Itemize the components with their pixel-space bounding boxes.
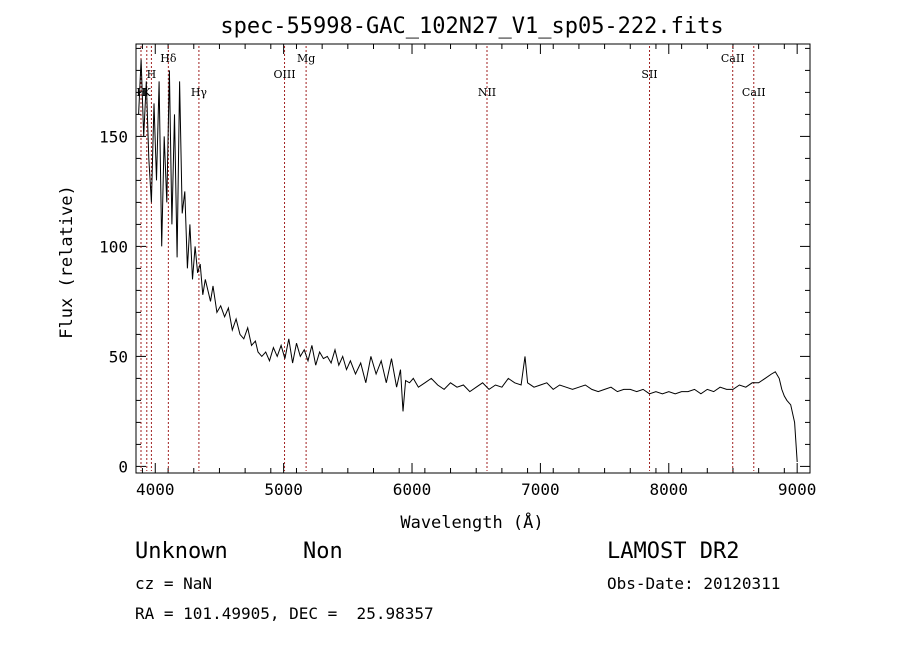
spectral-line-label: H [136, 86, 146, 99]
spectral-line-label: CaII [742, 86, 766, 99]
chart-title: spec-55998-GAC_102N27_V1_sp05-222.fits [220, 14, 723, 39]
y-tick-label: 0 [118, 457, 128, 476]
spectrum-chart: spec-55998-GAC_102N27_V1_sp05-222.fits 4… [57, 14, 816, 533]
cz-value: cz = NaN [135, 574, 213, 593]
x-tick-label: 5000 [264, 480, 303, 499]
spectral-line-label: Hγ [191, 86, 208, 99]
x-tick-label: 7000 [521, 480, 560, 499]
survey-label: LAMOST DR2 [607, 539, 740, 564]
x-tick-label: 4000 [136, 480, 175, 499]
y-tick-label: 150 [99, 127, 128, 146]
y-tick-label: 100 [99, 237, 128, 256]
y-tick-label: 50 [109, 347, 128, 366]
x-axis-label: Wavelength (Å) [400, 511, 543, 533]
spectral-line-label: OIII [274, 68, 296, 81]
spectral-line-label: Mg [297, 52, 315, 65]
coordinates: RA = 101.49905, DEC = 25.98357 [135, 604, 434, 623]
spectral-line-label: Hδ [160, 52, 177, 65]
x-tick-label: 6000 [393, 480, 432, 499]
class-label: Unknown [135, 539, 228, 564]
subclass-label: Non [303, 539, 343, 564]
spectral-line-label: CaII [721, 52, 745, 65]
obs-date: Obs-Date: 20120311 [607, 574, 781, 593]
flux-series-line [138, 59, 798, 463]
plot-frame [135, 43, 811, 474]
spectral-line-label: NII [478, 86, 496, 99]
x-tick-label: 8000 [650, 480, 689, 499]
spectral-line-label: SII [641, 68, 657, 81]
spectral-line-label: H [147, 68, 157, 81]
x-tick-label: 9000 [778, 480, 817, 499]
y-axis-label: Flux (relative) [57, 185, 77, 339]
spectral-line-label: K [143, 86, 152, 99]
axis-ticks: 4000 5000 6000 7000 8000 9000 0 50 100 150 [99, 44, 816, 499]
